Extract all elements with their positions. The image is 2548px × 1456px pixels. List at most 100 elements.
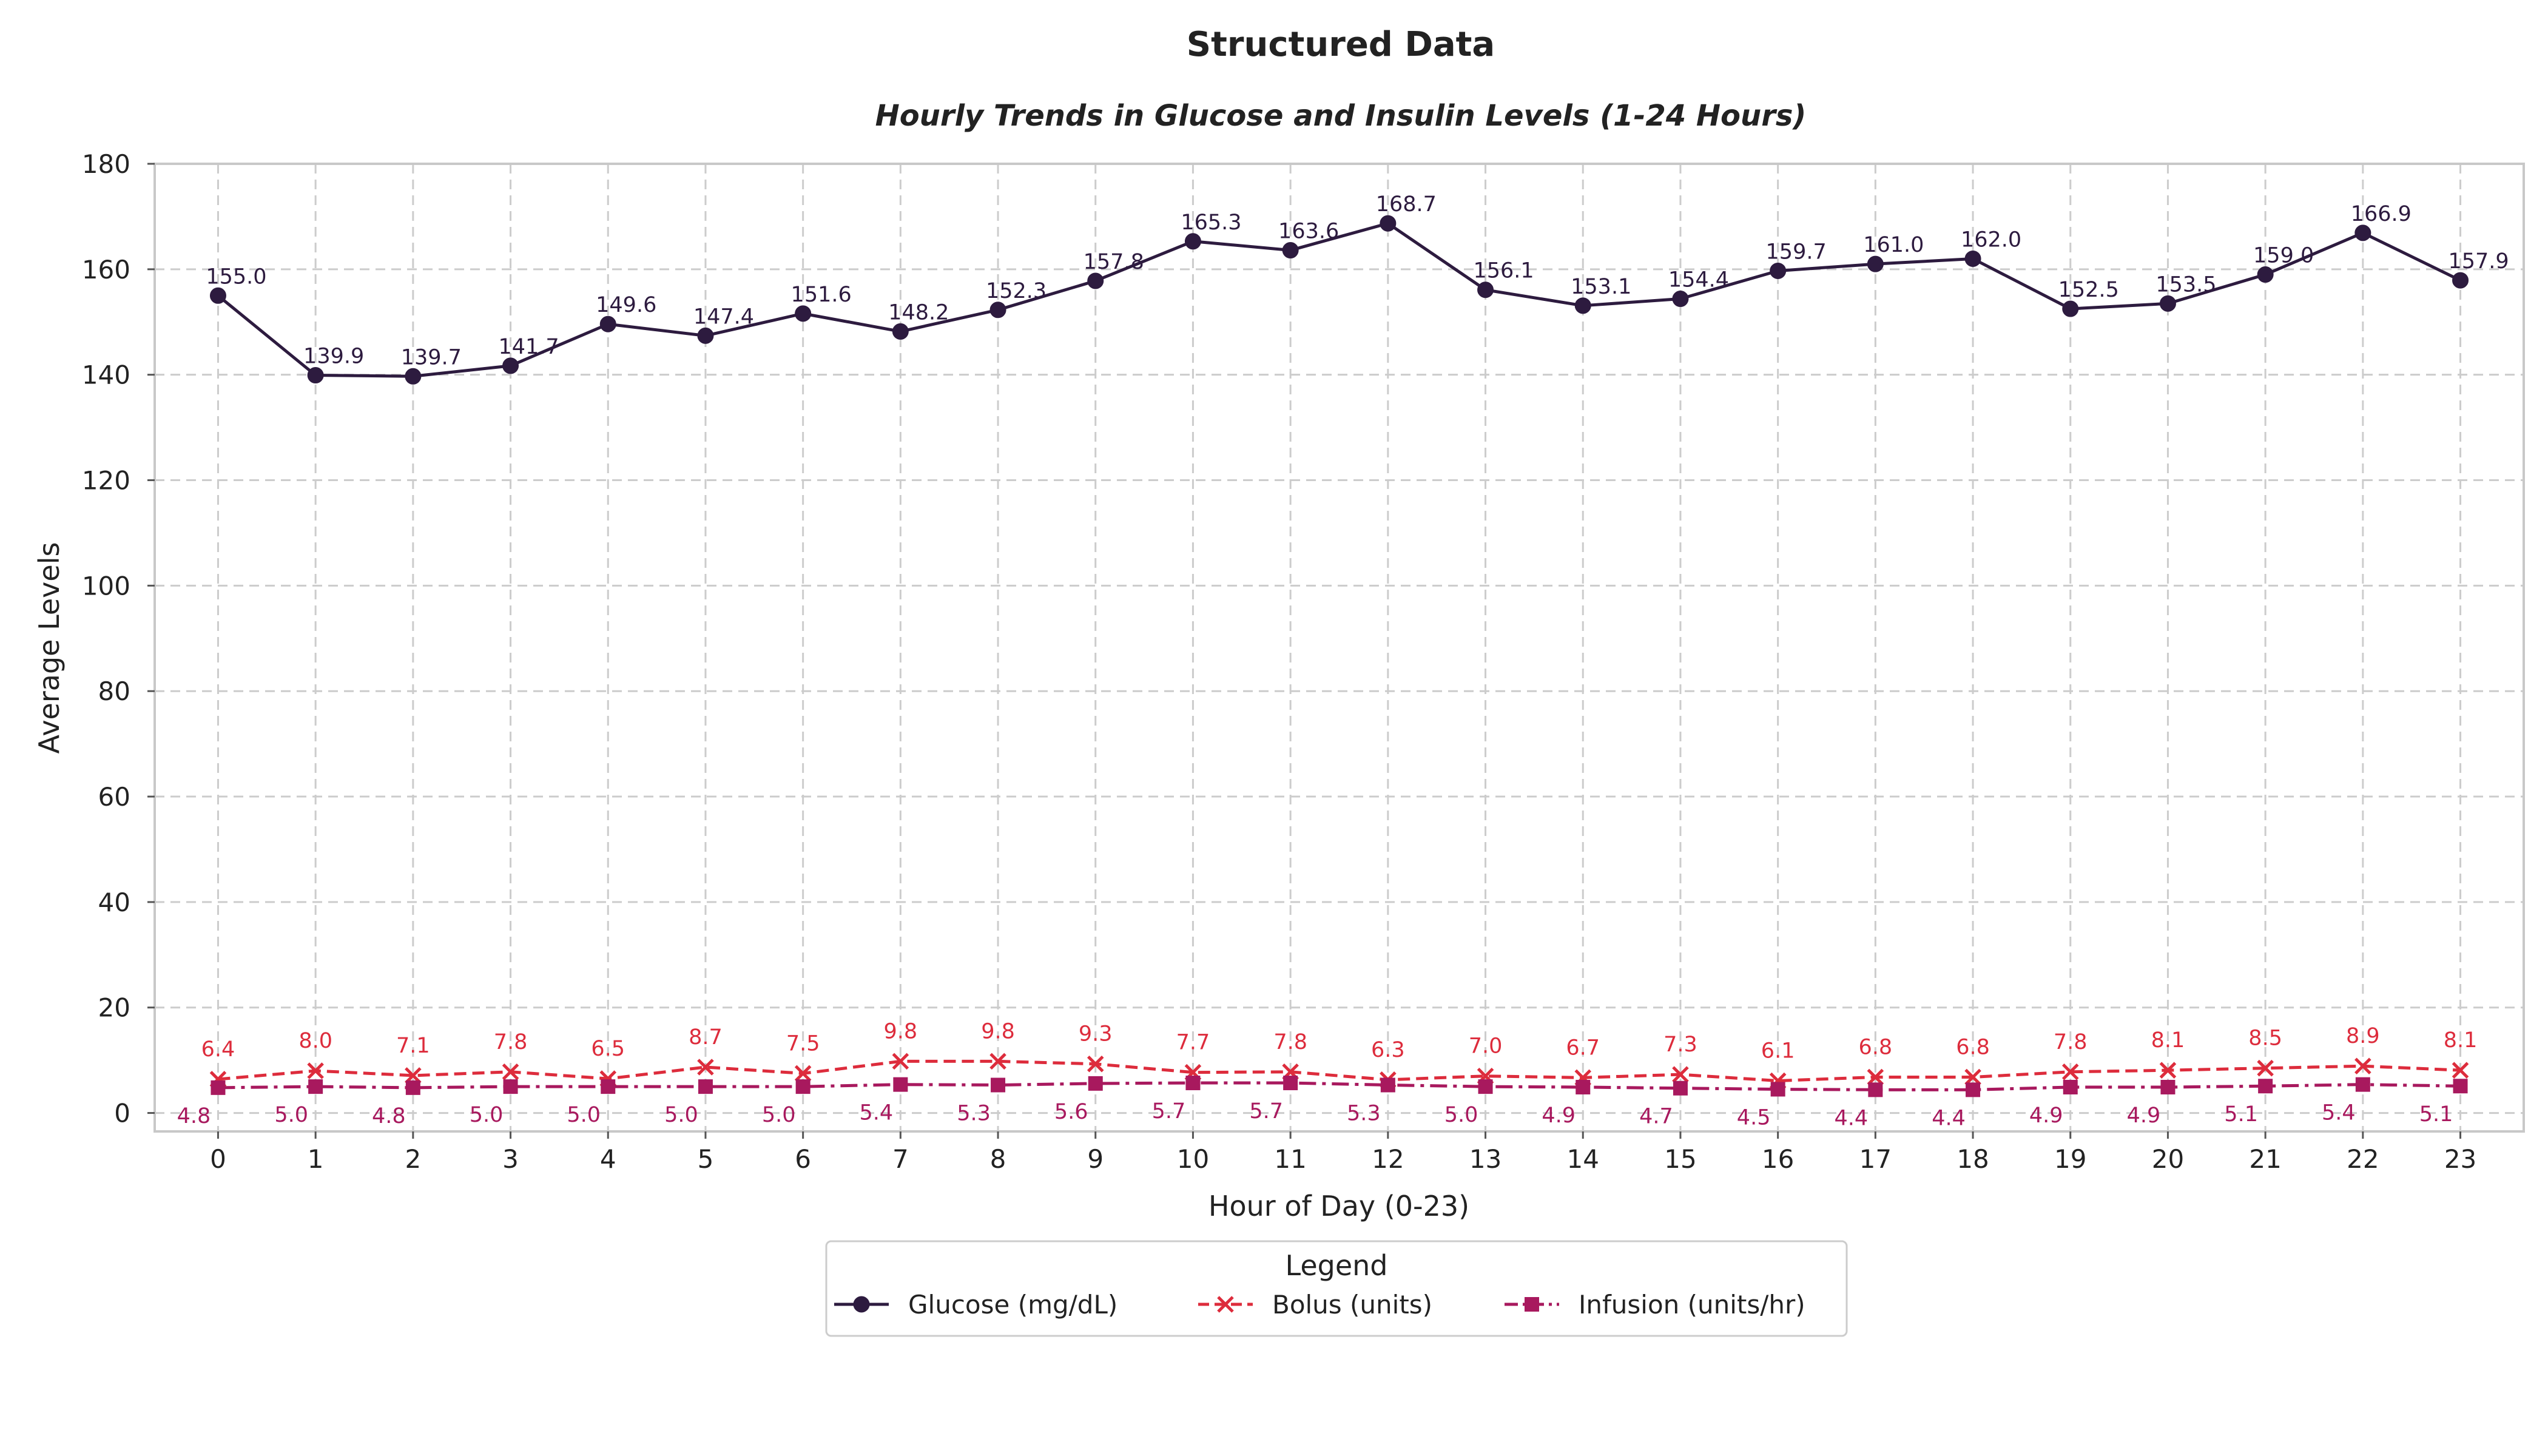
data-label-glucose-mg-dl: 161.0 (1863, 233, 1924, 257)
data-point-glucose-mg-dl (1867, 255, 1884, 272)
y-tick-label: 180 (82, 149, 130, 179)
data-point-bolus-units (502, 1063, 519, 1080)
data-label-bolus-units: 7.8 (494, 1030, 528, 1054)
data-point-glucose-mg-dl (405, 368, 422, 385)
data-label-glucose-mg-dl: 153.1 (1571, 275, 1631, 299)
data-point-glucose-mg-dl (2354, 224, 2371, 241)
data-point-infusion-units-hr (2160, 1079, 2176, 1094)
data-point-bolus-units (1867, 1068, 1884, 1086)
series-line-infusion-units-hr (218, 1081, 2461, 1091)
data-label-bolus-units: 6.8 (1859, 1035, 1893, 1059)
x-tick-label: 17 (1859, 1144, 1892, 1174)
data-point-bolus-units (2452, 1062, 2469, 1079)
data-point-glucose-mg-dl (599, 315, 616, 332)
data-point-bolus-units (1087, 1055, 1104, 1073)
data-label-glucose-mg-dl: 139.9 (303, 345, 364, 369)
data-point-glucose-mg-dl (502, 357, 519, 374)
data-label-glucose-mg-dl: 157.9 (2448, 249, 2509, 274)
data-point-infusion-units-hr (1673, 1080, 1688, 1096)
data-point-bolus-units (307, 1062, 324, 1079)
data-labels: 155.0 139.9 139.7 141.7 149.6 147.4 151.6 148.2… (177, 192, 2509, 1130)
data-point-bolus-units (989, 1053, 1006, 1070)
series-infusion-units-hr (211, 1076, 2468, 1097)
data-label-infusion-units-hr: 5.7 (1249, 1099, 1283, 1124)
x-tick-label: 22 (2347, 1144, 2379, 1174)
data-label-infusion-units-hr: 4.8 (177, 1104, 211, 1128)
data-label-bolus-units: 7.5 (786, 1031, 820, 1056)
legend: Legend Glucose (mg/dL) Bolus (units) Infus… (825, 1240, 1848, 1337)
data-label-bolus-units: 7.8 (2054, 1030, 2088, 1054)
data-label-infusion-units-hr: 5.0 (762, 1103, 796, 1127)
data-label-infusion-units-hr: 5.3 (957, 1102, 991, 1126)
data-point-glucose-mg-dl (1282, 242, 1299, 259)
data-label-infusion-units-hr: 5.0 (470, 1103, 504, 1127)
data-point-bolus-units (794, 1065, 812, 1082)
x-tick-label: 0 (210, 1144, 226, 1174)
data-point-bolus-units (1672, 1066, 1689, 1083)
data-point-infusion-units-hr (2063, 1079, 2078, 1094)
data-label-bolus-units: 7.8 (1273, 1030, 1307, 1054)
figure-title: Structured Data (1187, 25, 1495, 64)
data-point-bolus-units (697, 1059, 714, 1076)
data-label-bolus-units: 8.5 (2248, 1026, 2282, 1051)
x-tick-label: 1 (308, 1144, 324, 1174)
data-label-infusion-units-hr: 4.7 (1639, 1105, 1673, 1129)
x-tick-label: 13 (1469, 1144, 1502, 1174)
data-point-glucose-mg-dl (1574, 297, 1591, 314)
y-tick-label: 120 (82, 466, 130, 496)
legend-title: Legend (1286, 1249, 1388, 1282)
data-label-bolus-units: 8.1 (2151, 1028, 2185, 1053)
data-point-glucose-mg-dl (989, 302, 1006, 318)
plot-area-frame (153, 163, 2525, 1133)
data-label-infusion-units-hr: 4.5 (1737, 1105, 1771, 1130)
data-label-infusion-units-hr: 5.1 (2224, 1102, 2258, 1127)
y-axis-label: Average Levels (33, 542, 66, 754)
y-tick-label: 20 (98, 993, 130, 1023)
data-point-infusion-units-hr (893, 1077, 908, 1092)
data-label-bolus-units: 6.7 (1566, 1036, 1600, 1060)
x-tick-label: 20 (2152, 1144, 2184, 1174)
data-point-bolus-units (1964, 1068, 1981, 1086)
y-tick-label: 40 (98, 888, 130, 917)
data-point-glucose-mg-dl (2452, 272, 2469, 289)
data-label-glucose-mg-dl: 155.0 (206, 265, 266, 289)
legend-swatch-marker (853, 1296, 870, 1313)
data-label-glucose-mg-dl: 168.7 (1376, 192, 1437, 217)
legend-item-infusion-units-hr: Infusion (units/hr) (1505, 1290, 1805, 1320)
data-label-infusion-units-hr: 5.6 (1054, 1100, 1088, 1124)
data-point-bolus-units (2354, 1057, 2371, 1074)
legend-items: Glucose (mg/dL) Bolus (units) Infusion (un… (834, 1290, 1805, 1320)
data-point-glucose-mg-dl (209, 287, 226, 304)
data-label-bolus-units: 9.3 (1079, 1022, 1113, 1046)
data-point-infusion-units-hr (2355, 1077, 2370, 1092)
data-point-bolus-units (2159, 1062, 2177, 1079)
data-label-glucose-mg-dl: 162.0 (1961, 228, 2021, 252)
data-point-infusion-units-hr (211, 1080, 226, 1095)
data-point-infusion-units-hr (2453, 1079, 2468, 1094)
data-label-glucose-mg-dl: 156.1 (1473, 259, 1534, 283)
x-tick-label: 10 (1177, 1144, 1209, 1174)
data-label-bolus-units: 6.5 (591, 1037, 625, 1061)
data-label-bolus-units: 8.7 (689, 1025, 723, 1050)
data-point-infusion-units-hr (1966, 1082, 1981, 1097)
data-point-infusion-units-hr (991, 1077, 1006, 1093)
x-tick-label: 2 (405, 1144, 421, 1174)
data-point-glucose-mg-dl (307, 367, 324, 384)
x-axis-label: Hour of Day (0-23) (1208, 1190, 1469, 1222)
x-tick-label: 15 (1664, 1144, 1696, 1174)
x-tick-label: 3 (502, 1144, 519, 1174)
data-label-glucose-mg-dl: 157.8 (1084, 250, 1144, 274)
data-point-infusion-units-hr (2258, 1079, 2273, 1094)
data-label-bolus-units: 9.8 (884, 1019, 918, 1043)
x-tick-label: 18 (1956, 1144, 1989, 1174)
legend-label: Glucose (mg/dL) (908, 1290, 1117, 1320)
data-label-glucose-mg-dl: 165.3 (1181, 211, 1241, 235)
data-label-bolus-units: 8.9 (2346, 1024, 2380, 1048)
data-point-glucose-mg-dl (1380, 215, 1397, 232)
x-tick-label: 12 (1372, 1144, 1404, 1174)
series-line-glucose-mg-dl (217, 221, 2461, 378)
data-label-bolus-units: 7.7 (1176, 1031, 1210, 1055)
data-label-infusion-units-hr: 4.9 (1542, 1104, 1576, 1128)
series-line-bolus-units (218, 1059, 2461, 1083)
